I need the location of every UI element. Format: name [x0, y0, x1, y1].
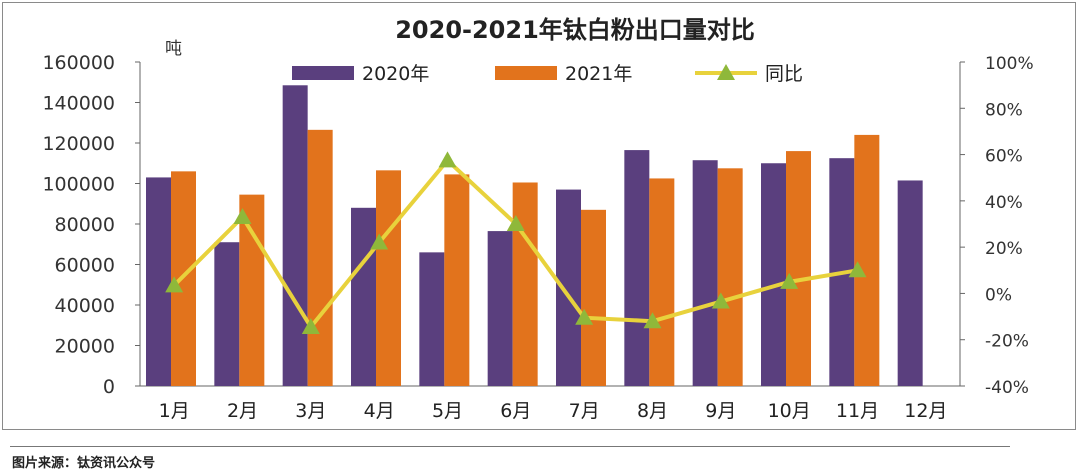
bar-2021年 — [239, 194, 265, 386]
yoy-marker — [438, 151, 457, 168]
legend-swatch — [495, 66, 557, 80]
y2-tick-label: 80% — [985, 100, 1023, 120]
x-tick-label: 11月 — [836, 400, 879, 422]
yoy-marker — [301, 317, 320, 334]
bar-2021年 — [444, 174, 470, 386]
legend-label: 2020年 — [362, 63, 429, 85]
x-tick-label: 6月 — [500, 400, 531, 422]
y-tick-label: 60000 — [55, 255, 115, 277]
yoy-marker — [848, 261, 867, 278]
source-caption: 图片来源：钛资讯公众号 — [12, 456, 156, 471]
bar-2020年 — [214, 242, 240, 386]
y-tick-label: 20000 — [55, 336, 115, 358]
legend-label: 2021年 — [565, 63, 632, 85]
bar-2021年 — [854, 134, 880, 386]
y2-tick-label: 100% — [985, 54, 1034, 74]
x-tick-label: 7月 — [569, 400, 600, 422]
x-tick-label: 10月 — [768, 400, 811, 422]
y2-tick-label: 0% — [985, 285, 1012, 305]
bar-2021年 — [512, 182, 538, 386]
x-tick-label: 2月 — [227, 400, 258, 422]
bar-2020年 — [351, 207, 376, 386]
bar-2021年 — [649, 178, 675, 386]
y2-tick-label: -40% — [985, 378, 1029, 398]
bar-2020年 — [624, 150, 650, 386]
y-tick-label: 0 — [103, 376, 115, 398]
x-tick-label: 3月 — [295, 400, 326, 422]
y-tick-label: 100000 — [42, 174, 115, 196]
y-tick-label: 120000 — [42, 133, 115, 155]
bar-2021年 — [581, 209, 606, 386]
chart-frame — [2, 2, 1076, 430]
divider — [10, 446, 1010, 447]
yoy-marker — [233, 208, 252, 225]
y2-tick-label: 60% — [985, 147, 1023, 167]
bar-2020年 — [282, 85, 308, 386]
bar-2020年 — [556, 189, 581, 386]
legend-label: 同比 — [765, 63, 803, 85]
y2-tick-label: -20% — [985, 332, 1029, 352]
bar-2020年 — [419, 252, 445, 386]
y-tick-label: 160000 — [42, 52, 115, 74]
y2-tick-label: 40% — [985, 193, 1023, 213]
chart-title: 2020-2021年钛白粉出口量对比 — [395, 16, 755, 44]
bar-2020年 — [146, 177, 171, 386]
y-tick-label: 40000 — [55, 295, 115, 317]
legend-marker — [717, 64, 735, 80]
yoy-marker — [506, 215, 525, 231]
legend-swatch — [292, 66, 354, 80]
bar-2020年 — [897, 180, 923, 386]
y-tick-label: 80000 — [55, 214, 115, 236]
bar-2020年 — [692, 160, 718, 386]
x-tick-label: 8月 — [637, 400, 668, 422]
yoy-marker — [711, 292, 730, 309]
bar-2020年 — [761, 163, 786, 386]
x-tick-label: 4月 — [364, 400, 395, 422]
y2-tick-label: 20% — [985, 239, 1023, 259]
yoy-marker — [575, 308, 594, 325]
x-tick-label: 1月 — [159, 400, 190, 422]
bar-2021年 — [376, 170, 401, 386]
yoy-marker — [643, 312, 662, 329]
x-tick-label: 12月 — [904, 400, 947, 422]
bar-2021年 — [717, 168, 743, 386]
bar-2021年 — [786, 151, 811, 386]
yoy-marker — [370, 233, 389, 250]
yoy-marker — [780, 272, 799, 289]
yoy-marker — [165, 276, 184, 293]
x-tick-label: 9月 — [705, 400, 736, 422]
bar-2020年 — [487, 231, 513, 386]
y-tick-label: 140000 — [42, 93, 115, 115]
x-tick-label: 5月 — [432, 400, 463, 422]
bar-2021年 — [307, 129, 333, 386]
y-axis-unit: 吨 — [165, 39, 182, 59]
